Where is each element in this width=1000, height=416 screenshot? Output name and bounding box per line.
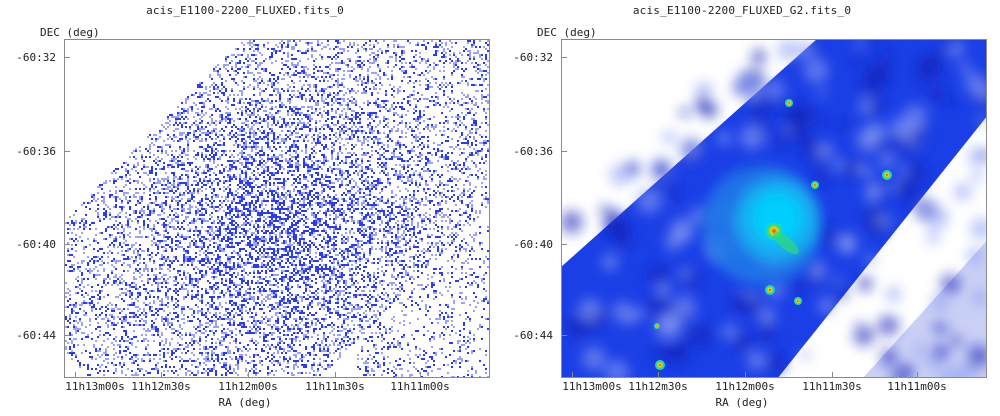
x-tick-mark — [335, 372, 336, 378]
smoothed-image-canvas — [562, 40, 986, 377]
y-tick-label: -60:44 — [513, 329, 553, 342]
x-tick-label: 11h11m30s — [305, 380, 365, 393]
counts-image[interactable] — [64, 39, 490, 378]
x-tick-mark — [745, 372, 746, 378]
x-tick-mark — [161, 372, 162, 378]
x-tick-mark — [572, 372, 573, 378]
smoothed-image-panel: acis_E1100-2200_FLUXED_G2.fits_0 DEC (de… — [497, 0, 987, 416]
x-tick-mark — [420, 372, 421, 378]
y-tick-mark — [561, 57, 567, 58]
counts-pixels — [65, 40, 489, 377]
x-tick-label: 11h11m00s — [887, 380, 947, 393]
x-tick-label: 11h12m00s — [715, 380, 775, 393]
panel-title: acis_E1100-2200_FLUXED_G2.fits_0 — [632, 4, 852, 17]
y-tick-mark — [64, 335, 70, 336]
x-tick-label: 11h12m30s — [131, 380, 191, 393]
y-axis-label: DEC (deg) — [537, 26, 597, 39]
y-tick-label: -60:36 — [513, 145, 553, 158]
point-source — [882, 170, 892, 180]
x-tick-label: 11h13m00s — [65, 380, 125, 393]
point-source — [811, 181, 819, 189]
y-tick-mark — [561, 244, 567, 245]
y-tick-mark — [64, 151, 70, 152]
x-axis-label: RA (deg) — [715, 396, 769, 409]
counts-image-panel: acis_E1100-2200_FLUXED.fits_0 DEC (deg) … — [0, 0, 490, 416]
point-source — [765, 285, 775, 295]
x-tick-label: 11h12m00s — [218, 380, 278, 393]
x-tick-mark — [832, 372, 833, 378]
y-tick-label: -60:44 — [16, 329, 56, 342]
y-tick-label: -60:32 — [513, 51, 553, 64]
y-tick-mark — [561, 335, 567, 336]
y-tick-label: -60:40 — [513, 238, 553, 251]
x-tick-mark — [248, 372, 249, 378]
point-source — [794, 297, 802, 305]
y-tick-label: -60:32 — [16, 51, 56, 64]
point-source — [785, 99, 793, 107]
extended-emission — [773, 231, 799, 255]
y-tick-mark — [64, 244, 70, 245]
y-tick-label: -60:36 — [16, 145, 56, 158]
counts-image-canvas — [65, 40, 489, 377]
x-tick-mark — [658, 372, 659, 378]
x-tick-label: 11h11m30s — [802, 380, 862, 393]
x-tick-mark — [75, 372, 76, 378]
point-source — [655, 360, 665, 370]
y-tick-mark — [64, 57, 70, 58]
panel-title: acis_E1100-2200_FLUXED.fits_0 — [146, 4, 344, 17]
point-source — [654, 323, 660, 329]
x-tick-mark — [917, 372, 918, 378]
smoothed-image[interactable] — [561, 39, 987, 378]
x-tick-label: 11h13m00s — [562, 380, 622, 393]
x-tick-label: 11h11m00s — [390, 380, 450, 393]
x-axis-label: RA (deg) — [218, 396, 272, 409]
y-tick-label: -60:40 — [16, 238, 56, 251]
y-tick-mark — [561, 151, 567, 152]
x-tick-label: 11h12m30s — [628, 380, 688, 393]
y-axis-label: DEC (deg) — [40, 26, 100, 39]
